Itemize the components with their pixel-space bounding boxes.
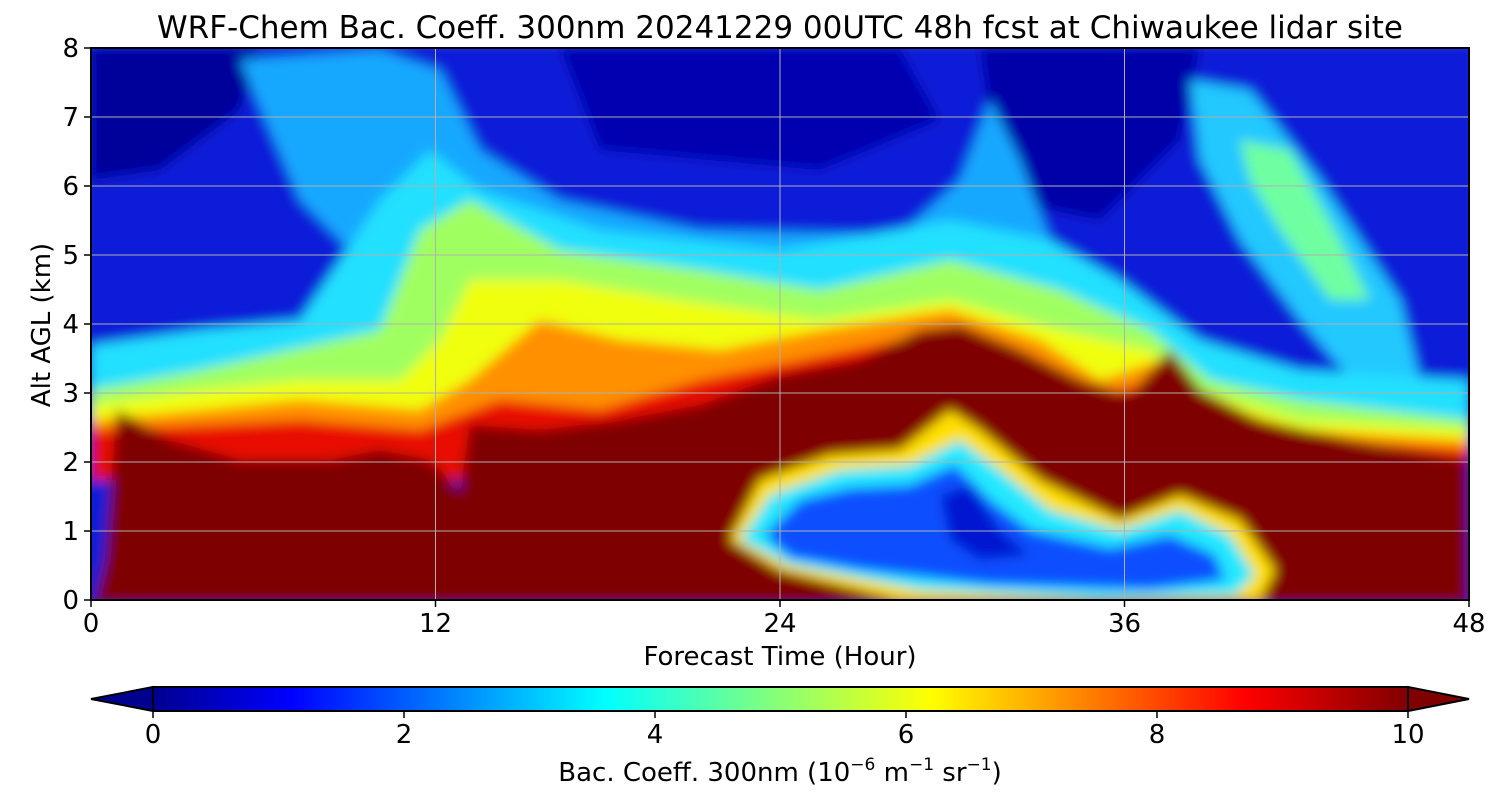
dark-blue-patch-mid bbox=[560, 48, 940, 170]
x-axis: 0 12 24 36 48 bbox=[83, 600, 1486, 639]
upper-right-plume-green bbox=[1240, 140, 1370, 300]
y-axis: 0 1 2 3 4 5 6 7 8 bbox=[62, 34, 91, 616]
y-tick-label: 4 bbox=[62, 310, 79, 340]
x-tick-label: 12 bbox=[419, 609, 452, 639]
colorbar-extend-left bbox=[90, 685, 154, 713]
y-tick-label: 0 bbox=[62, 586, 79, 616]
y-tick-label: 3 bbox=[62, 379, 79, 409]
colorbar-tick-label: 0 bbox=[145, 720, 162, 750]
colorbar-bar bbox=[153, 687, 1408, 711]
colorbar-extend-right bbox=[1407, 685, 1470, 713]
y-axis-label: Alt AGL (km) bbox=[27, 243, 57, 407]
clean-pocket-core bbox=[940, 485, 1030, 560]
x-tick-label: 0 bbox=[83, 609, 100, 639]
y-tick-label: 1 bbox=[62, 517, 79, 547]
y-tick-label: 6 bbox=[62, 172, 79, 202]
colorbar-label: Bac. Coeff. 300nm (10−6 m−1 sr−1) bbox=[558, 755, 1001, 788]
y-tick-label: 8 bbox=[62, 34, 79, 64]
colorbar-tick-label: 6 bbox=[898, 720, 915, 750]
dark-blue-patch-right bbox=[980, 48, 1200, 220]
colorbar-tick-label: 2 bbox=[396, 720, 413, 750]
colorbar-tick-label: 10 bbox=[1391, 720, 1424, 750]
chart-title: WRF-Chem Bac. Coeff. 300nm 20241229 00UT… bbox=[157, 10, 1403, 46]
y-tick-label: 5 bbox=[62, 241, 79, 271]
colorbar-tick-label: 8 bbox=[1149, 720, 1166, 750]
y-tick-label: 7 bbox=[62, 103, 79, 133]
dark-blue-patch-left bbox=[91, 48, 260, 180]
y-tick-label: 2 bbox=[62, 448, 79, 478]
colorbar: 0 2 4 6 8 10 Bac. Coeff. 300nm (10−6 m−1 sr−1… bbox=[90, 685, 1470, 788]
x-tick-label: 24 bbox=[763, 609, 796, 639]
x-axis-label: Forecast Time (Hour) bbox=[643, 642, 916, 672]
colorbar-ticks: 0 2 4 6 8 10 bbox=[145, 711, 1425, 750]
x-tick-label: 48 bbox=[1452, 609, 1485, 639]
colorbar-tick-label: 4 bbox=[647, 720, 664, 750]
x-tick-label: 36 bbox=[1108, 609, 1141, 639]
